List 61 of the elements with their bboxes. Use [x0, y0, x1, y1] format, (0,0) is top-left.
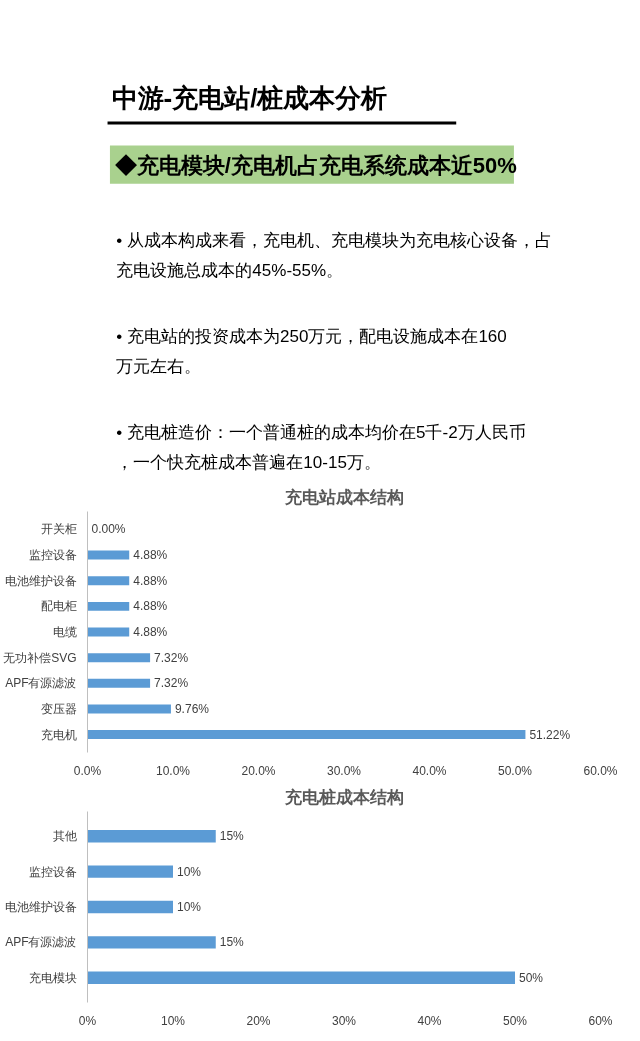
- bar: [87, 550, 130, 560]
- y-tick-label: 电缆: [52, 625, 77, 639]
- x-tick-label: 20.0%: [241, 763, 276, 778]
- x-tick-label: 20%: [246, 1013, 271, 1028]
- y-tick-label: 监控设备: [28, 548, 77, 563]
- data-label: 15%: [219, 829, 245, 844]
- data-label: 7.32%: [154, 650, 189, 665]
- y-tick-label: 变压器: [40, 701, 77, 716]
- text: • 从成本构成来看，充电机、充电模块为充电核心设备，占充电设施总成本的45%-55%。: [116, 230, 553, 281]
- data-label: 51.22%: [529, 727, 571, 742]
- bar: [87, 971, 515, 984]
- y-tick-label: 监控设备: [28, 864, 77, 879]
- data-label: 4.88%: [133, 573, 168, 588]
- y-tick-label: 电池维护设备: [4, 573, 77, 588]
- data-label: 50%: [519, 970, 544, 985]
- x-tick-label: 10%: [160, 1013, 186, 1028]
- y-tick-label: APF有源滤波: [5, 676, 77, 691]
- chart-title: 充电桩成本结构: [283, 787, 404, 807]
- data-label: 15%: [219, 935, 245, 950]
- data-label: 4.88%: [133, 625, 168, 639]
- text: • 充电桩造价：一个普通桩的成本均价在5千-2万人民币，一个快充桩成本普遍在10-15万。: [116, 422, 526, 473]
- bar: [87, 653, 151, 663]
- bar: [87, 865, 173, 878]
- data-label: 10%: [177, 864, 202, 879]
- x-tick-label: 50.0%: [497, 763, 533, 778]
- x-tick-label: 30.0%: [326, 763, 362, 778]
- x-tick-label: 40.0%: [412, 763, 447, 778]
- bar: [87, 601, 130, 611]
- x-tick-label: 60.0%: [583, 763, 618, 778]
- bar: [87, 900, 173, 914]
- x-tick-label: 30%: [331, 1013, 357, 1028]
- bar: [87, 576, 130, 586]
- y-tick-label: 充电机: [40, 727, 77, 742]
- y-tick-label: 其他: [52, 829, 77, 844]
- x-tick-label: 0%: [78, 1013, 97, 1028]
- x-tick-label: 0.0%: [73, 763, 102, 778]
- data-label: 0.00%: [91, 522, 126, 537]
- y-tick-label: 开关柜: [40, 522, 77, 537]
- y-tick-label: 配电柜: [40, 599, 77, 614]
- data-label: 4.88%: [133, 548, 168, 563]
- text: 中游-充电站/桩成本分析: [111, 83, 388, 114]
- bar: [87, 936, 216, 949]
- chart-title: 充电站成本结构: [283, 487, 404, 507]
- text: ◆充电模块/充电机占充电系统成本近50%: [114, 152, 517, 178]
- bar: [87, 678, 151, 688]
- x-tick-label: 60%: [588, 1013, 613, 1028]
- x-tick-label: 40%: [417, 1013, 442, 1028]
- data-label: 10%: [177, 900, 202, 914]
- y-tick-label: 充电模块: [28, 970, 77, 985]
- x-tick-label: 50%: [502, 1013, 528, 1028]
- data-label: 4.88%: [133, 599, 168, 614]
- x-tick-label: 10.0%: [155, 763, 191, 778]
- y-tick-label: 电池维护设备: [4, 900, 77, 914]
- bar: [87, 830, 216, 843]
- y-tick-label: 无功补偿SVG: [3, 650, 77, 665]
- data-label: 9.76%: [174, 701, 210, 716]
- bar: [87, 704, 171, 714]
- bar: [87, 730, 526, 740]
- y-tick-label: APF有源滤波: [5, 935, 77, 950]
- text: • 充电站的投资成本为250万元，配电设施成本在160万元左右。: [116, 326, 507, 377]
- data-label: 7.32%: [154, 676, 189, 691]
